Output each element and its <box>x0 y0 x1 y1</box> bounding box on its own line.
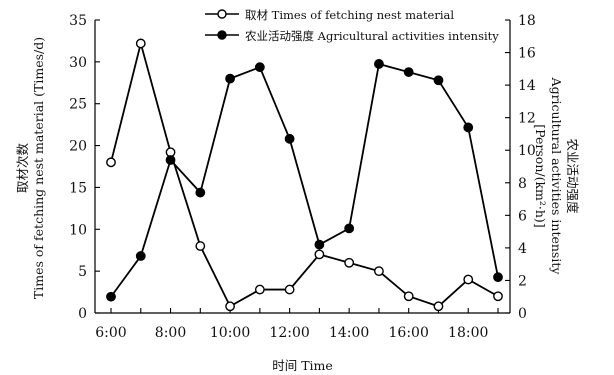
fetching-series-line <box>110 39 499 308</box>
agriculture-point <box>463 122 474 133</box>
right-y-tick-label: 8 <box>518 176 527 192</box>
fetching-point <box>374 266 384 277</box>
left-y-tick-label: 35 <box>69 13 87 29</box>
fetching-point <box>463 274 474 285</box>
fetching-point <box>254 284 265 295</box>
right-y-tick-label: 18 <box>518 13 536 29</box>
x-tick-label: 10:00 <box>210 325 250 341</box>
agriculture-point <box>403 67 414 77</box>
x-axis-title: 时间 Time <box>272 358 333 373</box>
fetching-point <box>284 284 295 295</box>
x-tick-label: 16:00 <box>389 325 429 341</box>
right-y-tick-label: 2 <box>518 273 527 289</box>
right-y-tick-label: 16 <box>518 46 536 62</box>
agriculture-point <box>433 75 444 86</box>
left-y-tick-label: 5 <box>78 264 87 280</box>
fetching-point <box>493 291 503 302</box>
left-y-tick-label: 25 <box>69 97 87 113</box>
agriculture-point <box>284 133 295 144</box>
agriculture-point <box>225 73 235 84</box>
right-y-tick-label: 14 <box>518 78 536 94</box>
fetching-point <box>135 38 146 49</box>
right-y-tick-label: 4 <box>518 241 527 257</box>
fetching-point <box>195 241 206 251</box>
x-tick-label: 14:00 <box>329 325 369 341</box>
x-tick-label: 8:00 <box>155 325 186 341</box>
agriculture-point <box>254 62 265 73</box>
legend-marker-fetching <box>217 9 227 19</box>
fetching-point <box>433 301 444 312</box>
legend-marker-agriculture <box>217 30 227 40</box>
left-y-tick-label: 15 <box>69 180 87 196</box>
right-y-tick-label: 0 <box>518 306 527 322</box>
right-y-axis-title: 农业活动强度Agricultural activities intensity[… <box>533 77 580 276</box>
left-y-tick-label: 30 <box>69 55 87 71</box>
left-y-tick-label: 20 <box>69 139 87 155</box>
legend-label-fetching: 取材 Times of fetching nest material <box>245 8 454 22</box>
agriculture-point <box>493 272 503 283</box>
x-tick-label: 12:00 <box>269 325 309 341</box>
right-y-tick-label: 12 <box>518 111 536 127</box>
x-tick-label: 6:00 <box>95 325 126 341</box>
right-y-tick-label: 10 <box>518 143 536 159</box>
fetching-point <box>314 249 325 260</box>
agriculture-point <box>106 291 116 302</box>
agriculture-point <box>165 155 176 165</box>
fetching-point <box>403 291 414 302</box>
left-y-axis-title: 取材次数Times of fetching nest material (Tim… <box>15 37 46 299</box>
agriculture-point <box>135 251 146 261</box>
fetching-point <box>344 257 355 268</box>
x-tick-label: 18:00 <box>448 325 488 341</box>
agriculture-point <box>344 223 355 234</box>
left-y-tick-label: 10 <box>69 222 87 238</box>
agriculture-point <box>195 187 206 198</box>
legend-label-agriculture: 农业活动强度 Agricultural activities intensity <box>245 29 499 43</box>
agriculture-point <box>314 239 325 250</box>
fetching-point <box>106 157 116 168</box>
right-y-tick-label: 6 <box>518 208 527 224</box>
agriculture-point <box>374 59 384 69</box>
left-y-tick-label: 0 <box>78 306 87 322</box>
agriculture-series-line <box>110 62 499 298</box>
fetching-point <box>225 301 235 312</box>
